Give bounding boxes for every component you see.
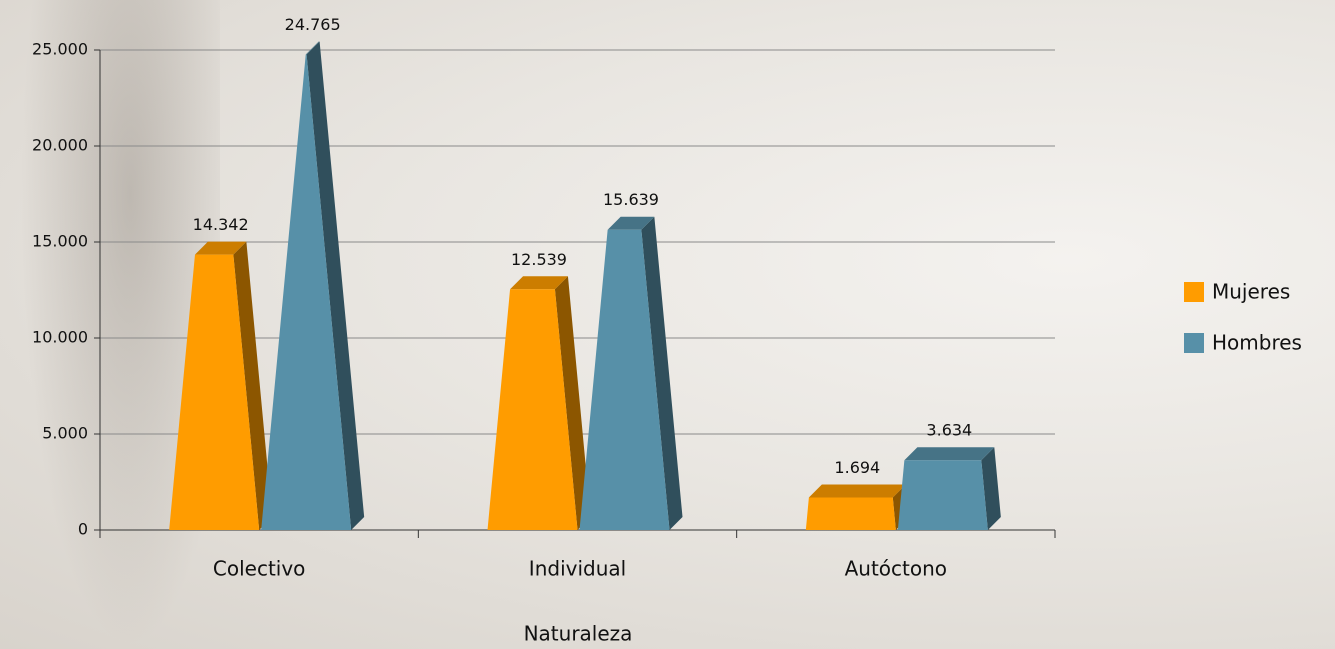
y-tick-label: 20.000 xyxy=(32,136,88,155)
bar xyxy=(261,54,352,531)
legend-swatch xyxy=(1184,282,1204,302)
y-tick-label: 10.000 xyxy=(32,328,88,347)
data-label: 24.765 xyxy=(285,15,341,34)
y-tick-label: 25.000 xyxy=(32,40,88,59)
bar xyxy=(487,289,578,530)
bar-side xyxy=(233,241,273,530)
bar xyxy=(169,254,260,530)
bar xyxy=(579,229,670,530)
bar-top xyxy=(194,241,247,255)
x-tick-label: Individual xyxy=(529,557,626,581)
bar-side xyxy=(981,447,1001,530)
legend-label: Mujeres xyxy=(1212,280,1290,304)
bar-top xyxy=(305,41,320,55)
data-label: 3.634 xyxy=(926,421,972,440)
bar xyxy=(897,460,988,530)
data-label: 12.539 xyxy=(511,250,567,269)
bar-top xyxy=(904,447,995,461)
bar-side xyxy=(641,216,683,530)
y-tick-label: 5.000 xyxy=(42,424,88,443)
legend-label: Hombres xyxy=(1212,331,1302,355)
x-tick-label: Colectivo xyxy=(213,557,306,581)
bar-side xyxy=(306,41,365,531)
y-tick-label: 15.000 xyxy=(32,232,88,251)
background-figure xyxy=(20,0,220,649)
x-axis-title: Naturaleza xyxy=(524,622,633,646)
bar-side xyxy=(554,276,591,530)
data-label: 1.694 xyxy=(834,458,880,477)
legend-swatch xyxy=(1184,333,1204,353)
bar-top xyxy=(808,484,906,498)
y-tick-label: 0 xyxy=(78,520,88,539)
bar xyxy=(805,497,896,530)
x-tick-label: Autóctono xyxy=(845,557,947,581)
data-label: 14.342 xyxy=(193,215,249,234)
bar-top xyxy=(607,216,655,230)
data-label: 15.639 xyxy=(603,190,659,209)
bar-top xyxy=(510,276,568,290)
